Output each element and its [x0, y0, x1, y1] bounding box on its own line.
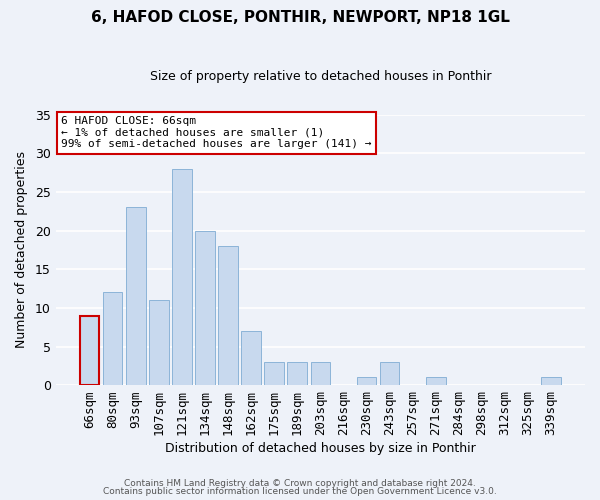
- Bar: [287, 362, 307, 385]
- Bar: [426, 378, 446, 385]
- Bar: [172, 169, 191, 385]
- Bar: [218, 246, 238, 385]
- Bar: [195, 230, 215, 385]
- Text: Contains HM Land Registry data © Crown copyright and database right 2024.: Contains HM Land Registry data © Crown c…: [124, 478, 476, 488]
- Text: Contains public sector information licensed under the Open Government Licence v3: Contains public sector information licen…: [103, 487, 497, 496]
- Bar: [356, 378, 376, 385]
- Bar: [265, 362, 284, 385]
- X-axis label: Distribution of detached houses by size in Ponthir: Distribution of detached houses by size …: [165, 442, 476, 455]
- Bar: [311, 362, 330, 385]
- Bar: [103, 292, 122, 385]
- Bar: [541, 378, 561, 385]
- Text: 6 HAFOD CLOSE: 66sqm
← 1% of detached houses are smaller (1)
99% of semi-detache: 6 HAFOD CLOSE: 66sqm ← 1% of detached ho…: [61, 116, 371, 150]
- Bar: [380, 362, 400, 385]
- Bar: [149, 300, 169, 385]
- Bar: [241, 331, 261, 385]
- Title: Size of property relative to detached houses in Ponthir: Size of property relative to detached ho…: [149, 70, 491, 83]
- Bar: [80, 316, 100, 385]
- Y-axis label: Number of detached properties: Number of detached properties: [15, 152, 28, 348]
- Text: 6, HAFOD CLOSE, PONTHIR, NEWPORT, NP18 1GL: 6, HAFOD CLOSE, PONTHIR, NEWPORT, NP18 1…: [91, 10, 509, 25]
- Bar: [126, 208, 146, 385]
